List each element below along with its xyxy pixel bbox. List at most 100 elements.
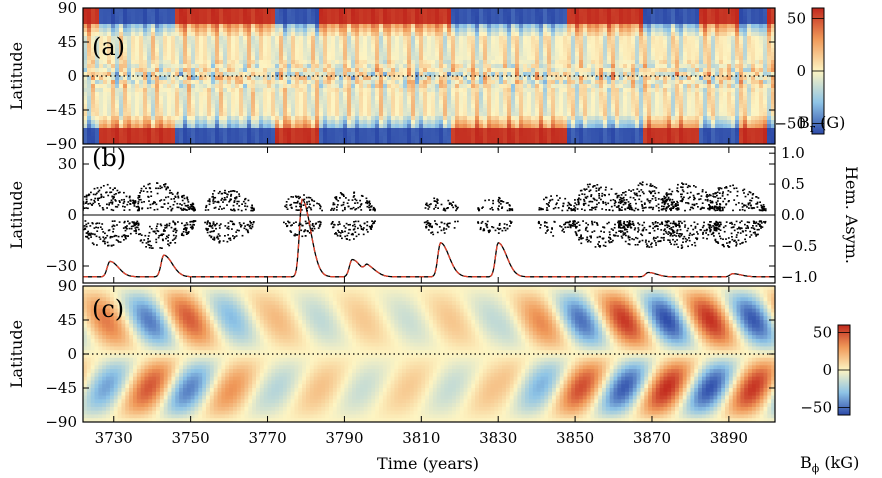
sunspot-dot: [687, 197, 690, 200]
sunspot-dot: [456, 220, 459, 223]
sunspot-dot: [667, 233, 670, 235]
sunspot-dot: [123, 239, 125, 241]
sunspot-dot: [694, 244, 697, 247]
sunspot-dot: [744, 229, 747, 232]
sunspot-dot: [586, 195, 589, 198]
sunspot-dot: [754, 222, 757, 225]
sunspot-dot: [561, 229, 564, 232]
sunspot-dot: [641, 184, 644, 186]
sunspot-dot: [146, 191, 149, 193]
sunspot-dot: [133, 223, 136, 226]
sunspot-dot: [83, 195, 86, 198]
sunspot-dot: [595, 190, 598, 192]
sunspot-dot: [692, 207, 695, 210]
sunspot-dot: [672, 205, 674, 208]
sunspot-dot: [669, 234, 672, 237]
sunspot-dot: [106, 183, 109, 186]
sunspot-dot: [666, 199, 668, 201]
sunspot-dot: [746, 225, 749, 227]
sunspot-dot: [672, 226, 675, 228]
sunspot-dot: [617, 221, 619, 224]
sunspot-dot: [735, 245, 738, 247]
sunspot-dot: [207, 220, 209, 222]
sunspot-dot: [298, 197, 300, 200]
sunspot-dot: [612, 199, 615, 201]
sunspot-dot: [342, 201, 345, 204]
sunspot-dot: [712, 232, 715, 234]
sunspot-dot: [450, 202, 452, 205]
sunspot-dot: [618, 230, 620, 232]
sunspot-dot: [100, 196, 103, 199]
sunspot-dot: [160, 199, 163, 201]
sunspot-dot: [668, 227, 671, 230]
sunspot-dot: [181, 199, 184, 202]
sunspot-dot: [630, 208, 633, 211]
sunspot-dot: [636, 188, 639, 190]
sunspot-dot: [585, 197, 588, 199]
sunspot-dot: [183, 197, 186, 200]
sunspot-dot: [651, 190, 654, 193]
sunspot-dot: [593, 185, 596, 187]
sunspot-dot: [582, 237, 584, 239]
sunspot-dot: [667, 206, 669, 208]
sunspot-dot: [218, 224, 221, 227]
sunspot-dot: [212, 200, 214, 202]
sunspot-dot: [699, 208, 702, 211]
sunspot-dot: [546, 226, 548, 228]
sunspot-dot: [122, 234, 125, 237]
sunspot-dot: [650, 242, 653, 244]
sunspot-dot: [108, 204, 110, 206]
sunspot-dot: [715, 224, 718, 226]
sunspot-dot: [232, 223, 234, 226]
sunspot-dot: [668, 188, 671, 191]
sunspot-dot: [190, 208, 193, 210]
sunspot-dot: [585, 188, 588, 190]
sunspot-dot: [750, 227, 753, 229]
sunspot-dot: [85, 198, 88, 201]
sunspot-dot: [582, 203, 585, 205]
sunspot-dot: [652, 195, 655, 197]
sunspot-dot: [578, 236, 581, 239]
sunspot-dot: [134, 202, 137, 204]
sunspot-dot: [643, 221, 645, 224]
sunspot-dot: [319, 221, 322, 224]
sunspot-dot: [704, 199, 707, 201]
sunspot-dot: [726, 242, 728, 244]
sunspot-dot: [432, 233, 435, 236]
sunspot-dot: [721, 206, 723, 209]
sunspot-dot: [759, 225, 761, 227]
sunspot-dot: [759, 209, 762, 212]
sunspot-dot: [234, 197, 236, 199]
sunspot-dot: [134, 227, 137, 229]
sunspot-dot: [596, 236, 599, 239]
sunspot-dot: [113, 196, 115, 199]
sunspot-dot: [117, 204, 120, 206]
sunspot-dot: [299, 203, 302, 205]
sunspot-dot: [166, 235, 168, 238]
sunspot-dot: [645, 243, 648, 245]
sunspot-dot: [306, 203, 309, 205]
sunspot-dot: [342, 194, 345, 196]
sunspot-dot: [122, 205, 124, 208]
panel-c-label: (c): [92, 295, 124, 323]
sunspot-dot: [747, 193, 749, 196]
sunspot-dot: [189, 226, 192, 229]
sunspot-dot: [299, 196, 301, 199]
sunspot-dot: [106, 234, 109, 237]
sunspot-dot: [83, 202, 85, 205]
sunspot-dot: [150, 195, 153, 197]
sunspot-dot: [189, 203, 192, 206]
y2-tick-label: −1.0: [781, 268, 817, 286]
sunspot-dot: [680, 195, 683, 198]
sunspot-dot: [176, 193, 179, 195]
sunspot-dot: [308, 232, 311, 234]
sunspot-dot: [167, 207, 169, 210]
sunspot-dot: [183, 202, 186, 205]
sunspot-dot: [189, 206, 191, 208]
sunspot-dot: [621, 206, 623, 209]
panel-c-heatmap: [83, 286, 775, 422]
sunspot-dot: [186, 223, 189, 226]
sunspot-dot: [448, 202, 451, 204]
sunspot-dot: [613, 227, 616, 229]
sunspot-dot: [430, 203, 432, 205]
